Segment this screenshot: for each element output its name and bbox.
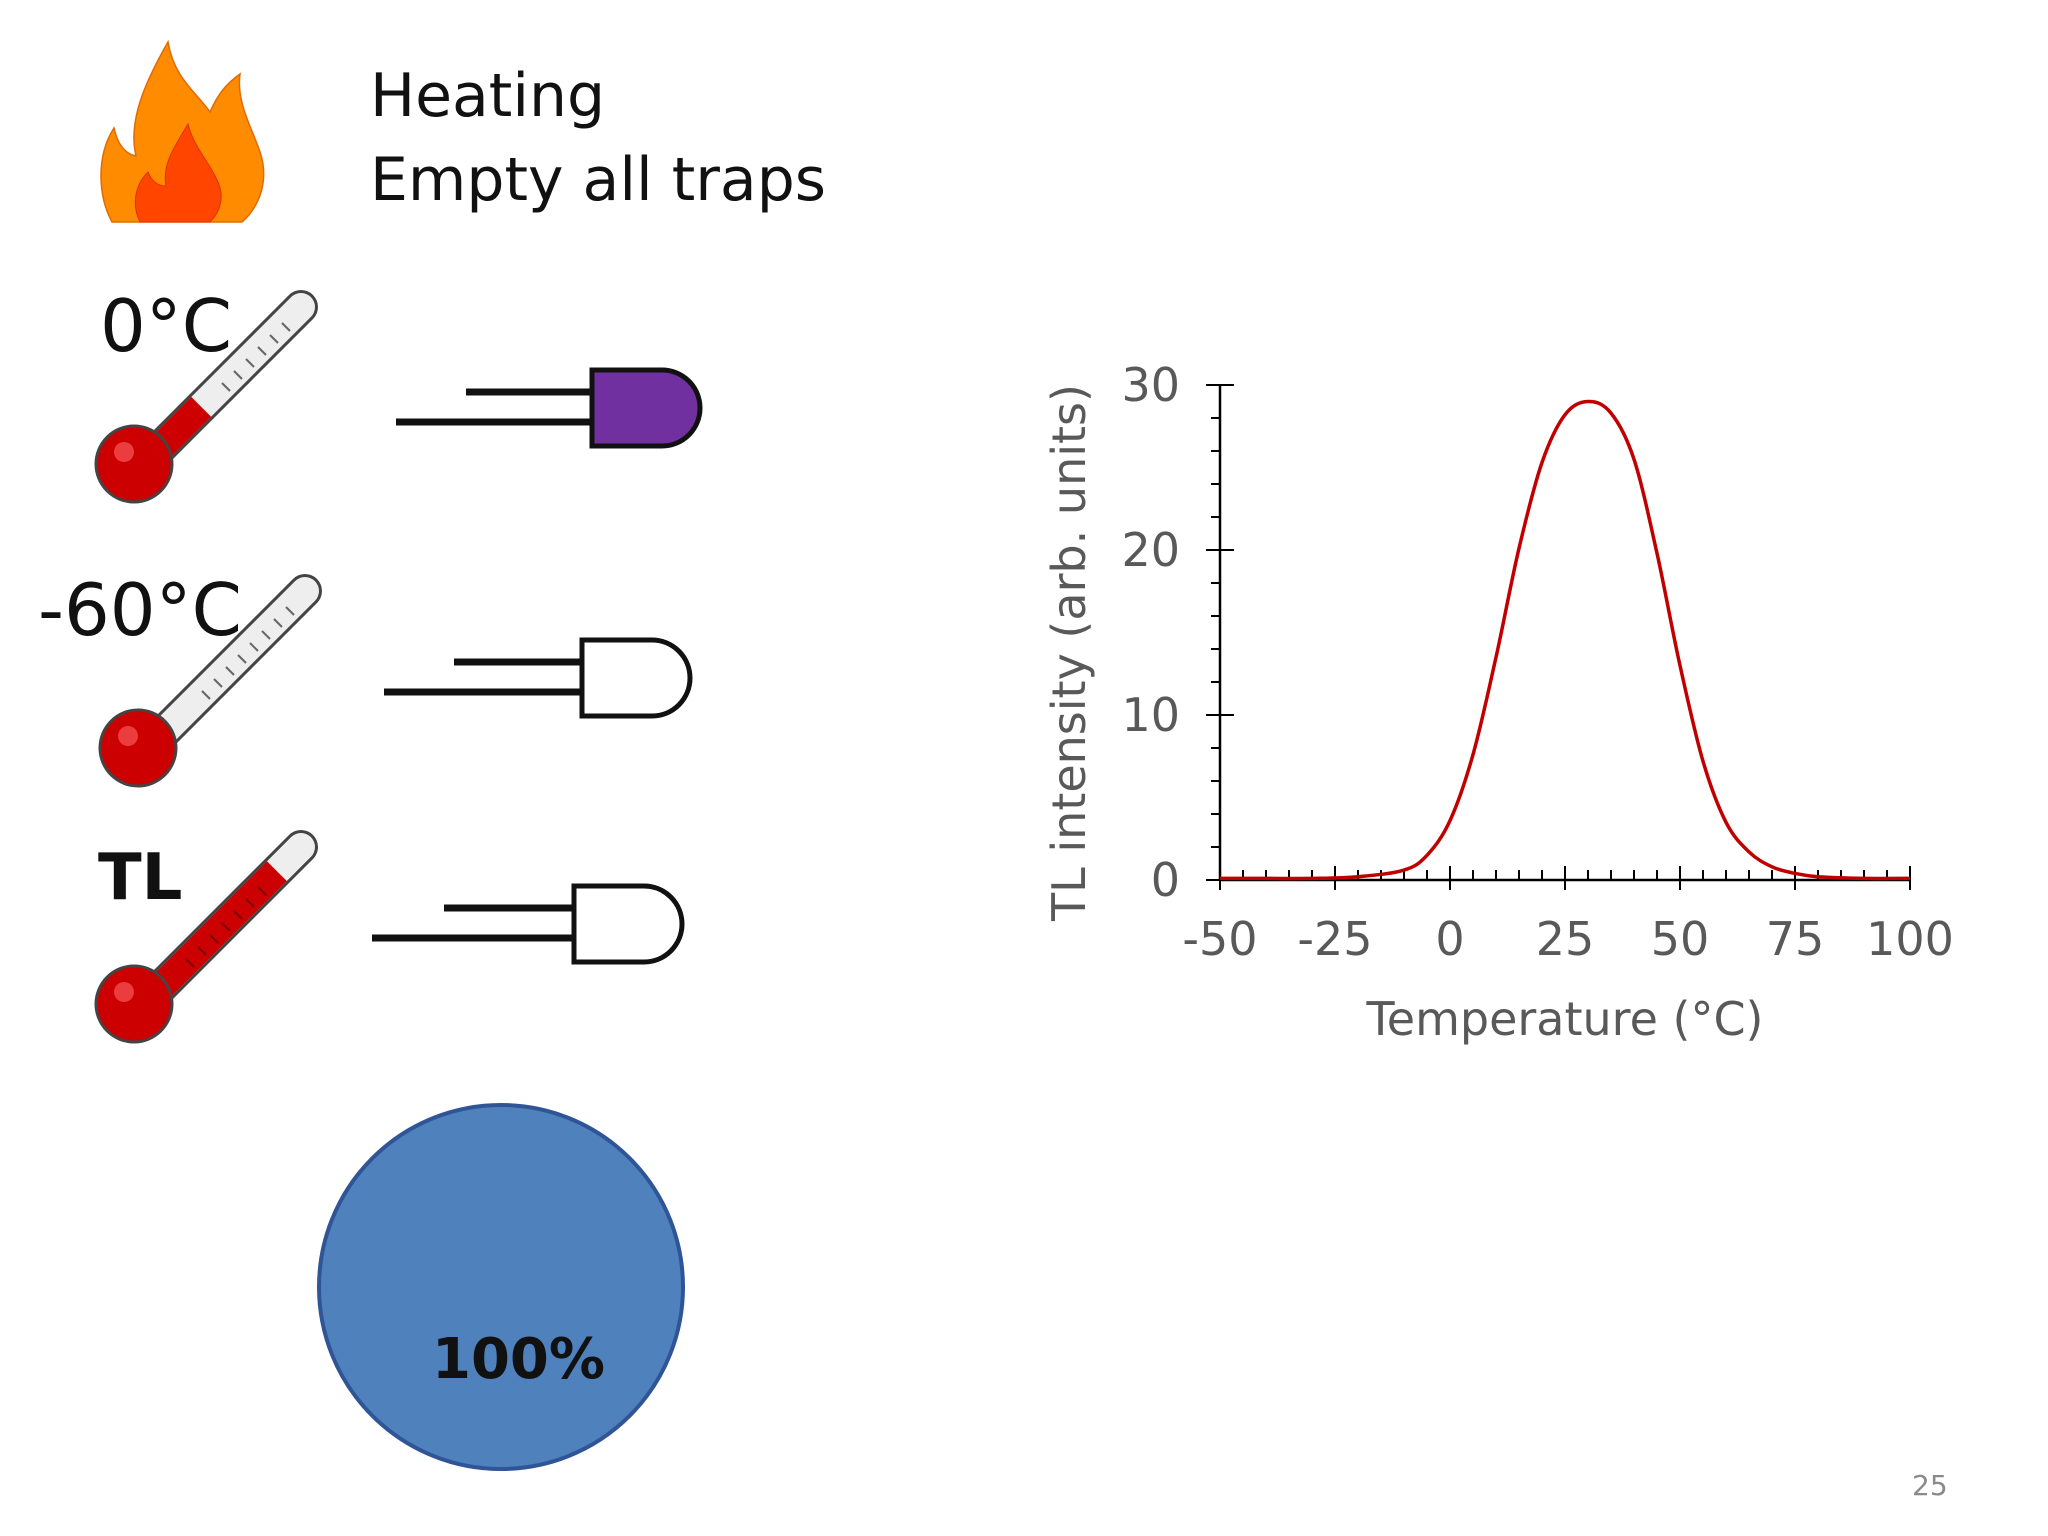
led-body bbox=[589, 367, 703, 449]
tl-label: TL bbox=[98, 841, 183, 915]
x-tick-label: 100 bbox=[1866, 912, 1954, 966]
trap-fill-circle bbox=[317, 1103, 685, 1471]
temperature-label-minus60c: -60°C bbox=[38, 568, 242, 652]
x-tick-label: 25 bbox=[1536, 912, 1595, 966]
thermometer-icon bbox=[98, 574, 322, 788]
flame-outer bbox=[100, 39, 265, 223]
tl-glow-curve-chart: 0 10 20 30 -50 -25 0 25 50 75 100 Temperature (°C)… bbox=[1042, 358, 1954, 1046]
y-axis-label: TL intensity (arb. units) bbox=[1042, 384, 1096, 922]
x-tick-label: -50 bbox=[1182, 912, 1257, 966]
flame-icon bbox=[100, 39, 265, 223]
heading-empty-traps: Empty all traps bbox=[370, 145, 827, 215]
chart-tick-labels: 0 10 20 30 -50 -25 0 25 50 75 100 bbox=[1121, 358, 1953, 966]
led-icon bbox=[396, 367, 703, 449]
led-body bbox=[579, 637, 693, 719]
tl-glow-curve bbox=[1220, 399, 1911, 881]
thermometer-icon bbox=[94, 830, 318, 1044]
x-tick-label: 0 bbox=[1435, 912, 1464, 966]
led-icon bbox=[384, 637, 693, 719]
flame-inner bbox=[134, 122, 222, 223]
led-body bbox=[571, 883, 685, 965]
y-tick-label: 20 bbox=[1121, 523, 1180, 577]
thermometer-icon bbox=[94, 290, 318, 504]
temperature-label-0c: 0°C bbox=[100, 284, 233, 368]
y-tick-label: 30 bbox=[1121, 358, 1180, 412]
page-number: 25 bbox=[1912, 1469, 1948, 1502]
heading-heating: Heating bbox=[370, 61, 606, 131]
y-tick-label: 0 bbox=[1151, 853, 1180, 907]
chart-ticks bbox=[1206, 384, 1911, 890]
x-axis-label: Temperature (°C) bbox=[1365, 992, 1763, 1046]
led-icon bbox=[372, 883, 685, 965]
x-tick-label: 50 bbox=[1651, 912, 1710, 966]
trap-fill-percent: 100% bbox=[432, 1327, 606, 1392]
chart-axes bbox=[1218, 385, 1910, 882]
y-tick-label: 10 bbox=[1121, 688, 1180, 742]
x-tick-label: -25 bbox=[1297, 912, 1372, 966]
x-tick-label: 75 bbox=[1766, 912, 1825, 966]
